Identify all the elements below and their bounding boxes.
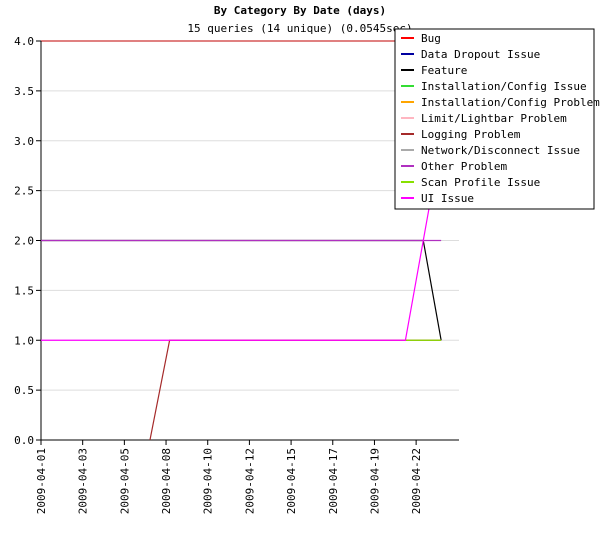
y-tick-label: 0.5 [14, 384, 34, 397]
x-tick-label: 2009-04-19 [368, 448, 381, 514]
y-tick-label: 3.5 [14, 85, 34, 98]
plot-area: 0.0 0.5 1.0 1.5 2.0 2.5 3.0 3.5 4.0 2009-04-01 200… [14, 35, 459, 514]
x-tick-label: 2009-04-12 [243, 448, 256, 514]
chart-title: By Category By Date (days) [214, 4, 386, 17]
x-tick-label: 2009-04-08 [160, 448, 173, 514]
legend-label: Other Problem [421, 160, 507, 173]
legend-label: Installation/Config Problem [421, 96, 600, 109]
legend-box [394, 28, 595, 210]
chart-subtitle: 15 queries (14 unique) (0.0545sec) [187, 22, 412, 35]
x-tick-label: 2009-04-15 [285, 448, 298, 514]
y-tick-label: 1.5 [14, 284, 34, 297]
x-tick-label: 2009-04-05 [118, 448, 131, 514]
x-tick-label: 2009-04-01 [35, 448, 48, 514]
y-tick-label: 0.0 [14, 434, 34, 447]
legend: Bug Data Dropout Issue Feature Installation… [394, 28, 600, 210]
legend-label: Limit/Lightbar Problem [421, 112, 567, 125]
legend-label: Logging Problem [421, 128, 521, 141]
y-tick-label: 3.0 [14, 135, 34, 148]
y-tick-label: 1.0 [14, 334, 34, 347]
legend-label: UI Issue [421, 192, 474, 205]
legend-label: Data Dropout Issue [421, 48, 540, 61]
legend-label: Scan Profile Issue [421, 176, 540, 189]
legend-label: Network/Disconnect Issue [421, 144, 580, 157]
legend-label: Bug [421, 32, 441, 45]
x-tick-label: 2009-04-03 [77, 448, 90, 514]
y-tick-label: 4.0 [14, 35, 34, 48]
x-tick-label: 2009-04-17 [327, 448, 340, 514]
legend-label: Installation/Config Issue [421, 80, 587, 93]
x-tick-label: 2009-04-22 [410, 448, 423, 514]
x-tick-label: 2009-04-10 [202, 448, 215, 514]
y-tick-label: 2.5 [14, 185, 34, 198]
y-tick-label: 2.0 [14, 235, 34, 248]
legend-label: Feature [421, 64, 467, 77]
